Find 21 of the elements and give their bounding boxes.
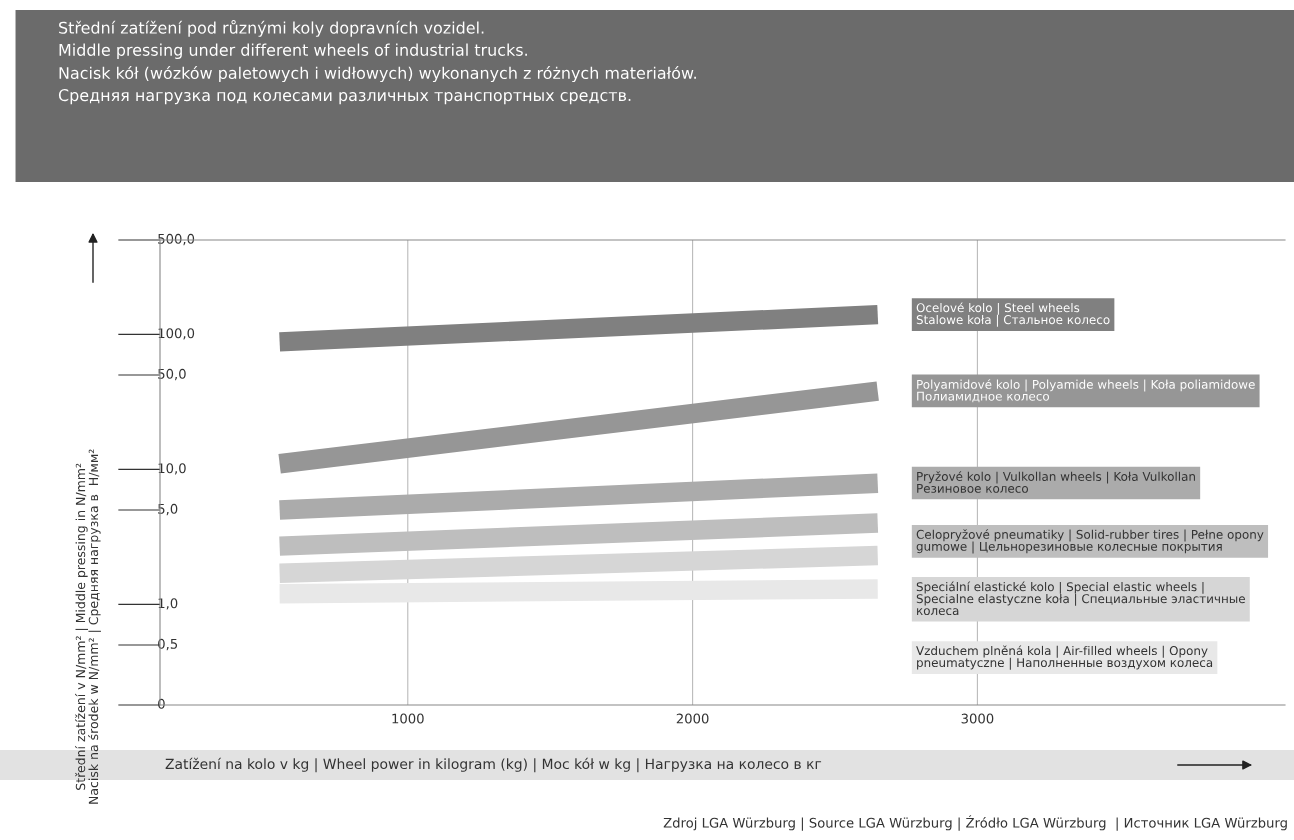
y-tick-label: 100,0 [158,328,195,340]
y-tick-label: 5,0 [158,503,178,516]
y-tick-label: 0,5 [158,638,178,651]
x-tick-label: 1000 [392,713,424,724]
chart-title: Střední zatížení pod různými koly dopravních vozidel. Middle pressing under different wheels of industrial trucks. Nacisk kół (wózków paletowych i widłowych) wykonanych z różnych materiałów. Средняя нагрузка под колесами различных транспортных средств. [58,20,696,105]
text: Zdroj LGA Würzburg | Source LGA Würzburg | Źródło LGA Würzburg | Источник LGA Würzburg [663,815,1287,831]
text: Pryžové kolo | Vulkollan wheels | Koła Vulkollan Резиновое колесо [917,471,1195,493]
y-tick-label: 50,0 [158,368,186,381]
x-axis-title: Zatížení na kolo v kg | Wheel power in kilogram (kg) | Moc kół w kg | Нагрузка на колесо в кг [165,757,822,773]
y-tick-label: 500,0 [158,233,195,246]
y-tick-label: 0 [158,698,165,709]
text: Ocelové kolo | Steel wheels Stalowe koła | Стальное колесо [916,302,1110,327]
x-tick-label: 3000 [961,713,994,724]
text: Speciální elastické kolo | Special elastic wheels | Specialne elastyczne koła | Специальные эластичные колеса [916,581,1245,616]
y-tick-label: 10,0 [158,463,186,475]
text: Polyamidové kolo | Polyamide wheels | Koła poliamidowe Полиамидное колесо [917,379,1255,403]
x-tick-label: 2000 [676,713,709,724]
y-axis-title: Střední zatížení v N/mm² | Middle pressing in N/mm² Nacisk na środek w N/mm² | Средняя нагрузка в Н/мм² [75,449,101,804]
y-tick-label: 1,0 [158,598,178,610]
text: Celopryžové pneumatiky | Solid-rubber tires | Pełne opony gumowe | Цельнорезиновые колесные покрытия [916,529,1264,554]
text: Vzduchem plněná kola | Air-filled wheels | Opony pneumatyczne | Наполненные воздухом колеса [916,645,1213,670]
